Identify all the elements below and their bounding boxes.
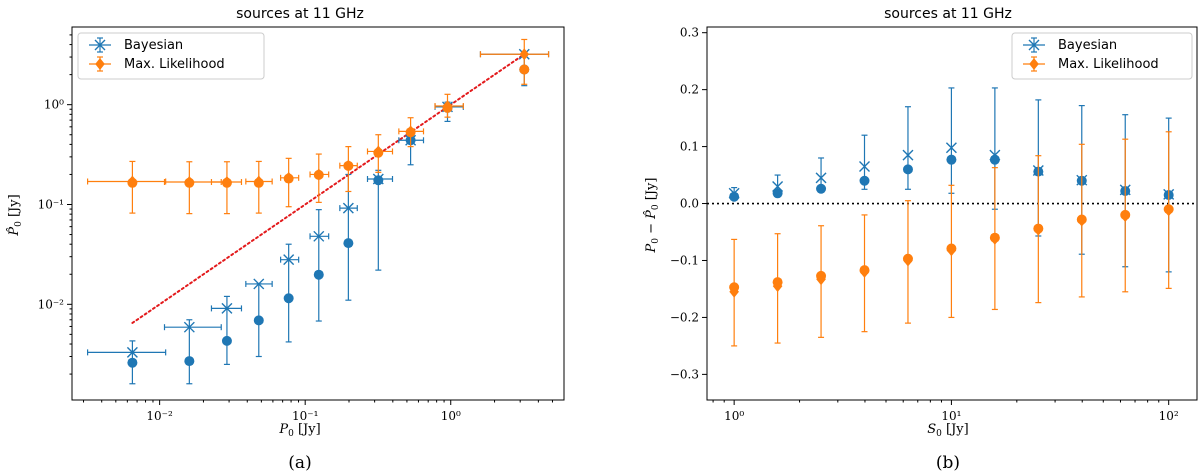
panel-a-bayesian-median-point <box>313 269 324 280</box>
panel-b-axes-frame <box>706 26 1198 401</box>
legend-a-ml-marker <box>89 56 111 72</box>
legend-b-ml-label: Max. Likelihood <box>1058 57 1159 72</box>
panel-a-bayesian-median-point <box>184 356 195 367</box>
panel-b-y-tick-label: 0.3 <box>680 26 699 40</box>
panel-a-max-likelihood-point <box>519 48 530 61</box>
legend-a-bayesian-marker <box>89 37 111 53</box>
panel-b-max-likelihood-median-point <box>1163 204 1174 215</box>
panel-b-bayesian-median-point <box>772 188 783 199</box>
panel-a-bayesian-median-point <box>253 315 264 326</box>
panel-b-max-likelihood-median-point <box>729 282 740 293</box>
panel-b-bayesian-median-point <box>729 191 740 202</box>
panel-a-legend: Bayesian Max. Likelihood <box>77 32 265 80</box>
legend-a-bayesian-label: Bayesian <box>124 38 183 53</box>
legend-b-ml-marker <box>1023 56 1045 72</box>
panel-b-max-likelihood-median-point <box>1076 214 1087 225</box>
panel-b-plot: 10⁰ 10¹ 10² −0.3 −0.2 −0.1 0.0 0.1 0.2 0.3 <box>670 26 1198 423</box>
panel-a-x-tick-label: 10⁻² <box>146 409 173 423</box>
panel-b-max-likelihood-median-point <box>859 265 870 276</box>
panel-b-legend-frame <box>1011 32 1193 80</box>
panel-b-bayesian-median-point <box>902 164 913 175</box>
panel-a-y-tick-label: 10⁻¹ <box>38 197 64 211</box>
panel-a-bayesian-median-point <box>373 175 384 186</box>
panel-a-bayesian-median-point <box>221 335 232 346</box>
panel-a-bayesian-median-point <box>283 293 294 304</box>
panel-a-axes-frame <box>71 26 565 401</box>
panel-b-x-tick-label: 10⁰ <box>724 409 744 423</box>
panel-b-y-tick-label: 0.0 <box>680 197 699 211</box>
legend-diamond-marker <box>1029 58 1039 70</box>
panel-a-series-bayesian-median <box>127 54 530 385</box>
panel-a-title: sources at 11 GHz <box>236 6 364 22</box>
panel-a-max-likelihood-median-point <box>442 102 453 113</box>
legend-diamond-marker <box>95 58 105 70</box>
panel-a-bayesian-median-point <box>343 238 354 249</box>
panel-a-plot: 10⁻² 10⁻¹ 10⁰ 10⁻² 10⁻¹ 10⁰ <box>38 26 565 423</box>
panel-b-y-tick-label: 0.2 <box>680 83 699 97</box>
identity-reference-line <box>131 53 526 324</box>
panel-b-bayesian-median-point <box>816 183 827 194</box>
panel-b-bayesian-median-point <box>946 154 957 165</box>
legend-a-ml-label: Max. Likelihood <box>124 57 225 72</box>
panel-b-title: sources at 11 GHz <box>884 6 1012 22</box>
panel-a-max-likelihood-median-point <box>519 64 530 75</box>
panel-a-max-likelihood-median-point <box>253 177 264 188</box>
panel-b-bayesian-point <box>902 149 914 161</box>
panel-b-max-likelihood-median-point <box>946 243 957 254</box>
panel-b-x-tick-label: 10² <box>1159 409 1179 423</box>
panel-a-caption: (a) <box>288 453 311 473</box>
panel-a-max-likelihood-median-point <box>221 177 232 188</box>
panel-b-max-likelihood-median-point <box>1120 209 1131 220</box>
panel-b-max-likelihood-median-point <box>772 277 783 288</box>
panel-b-y-tick-label: 0.1 <box>680 140 699 154</box>
panel-a-y-tick-label: 10⁰ <box>44 98 64 112</box>
panel-b-caption: (b) <box>936 453 960 473</box>
panel-b-bayesian-point <box>859 161 870 173</box>
panel-b-max-likelihood-median-point <box>902 253 913 264</box>
panel-b-series-max-likelihood-median <box>729 204 1174 293</box>
panel-b-bayesian-point <box>815 172 827 184</box>
panel-a-max-likelihood-median-point <box>373 147 384 158</box>
panel-b-max-likelihood-median-point <box>989 232 1000 243</box>
panel-a-max-likelihood-median-point <box>343 160 354 171</box>
panel-a-max-likelihood-median-point <box>405 127 416 138</box>
panel-a-y-tick-label: 10⁻² <box>38 297 65 311</box>
panel-a-max-likelihood-median-point <box>283 173 294 184</box>
panel-b-x-tick-label: 10¹ <box>941 409 961 423</box>
panel-a-x-axis-label: P0 [Jy] <box>278 422 320 439</box>
panel-a-series-max-likelihood-median <box>127 64 530 188</box>
panel-b-x-axis-label: S0 [Jy] <box>927 422 968 439</box>
panel-b-bayesian-median-point <box>989 154 1000 165</box>
panel-b-bayesian-median-point <box>859 175 870 186</box>
legend-b-bayesian-label: Bayesian <box>1058 38 1117 53</box>
panel-b-bayesian-point <box>945 142 957 154</box>
panel-b-max-likelihood-median-point <box>816 270 827 281</box>
panel-a-y-axis-label: P̂0 [Jy] <box>6 194 24 236</box>
panel-a-x-tick-label: 10⁰ <box>441 409 461 423</box>
panel-b-y-tick-label: −0.1 <box>670 253 699 267</box>
panel-a-max-likelihood-median-point <box>184 177 195 188</box>
panel-a-series-bayesian <box>87 48 550 358</box>
panel-b-y-tick-label: −0.2 <box>670 310 699 324</box>
panel-b-y-axis-label: P0 − P̂0 [Jy] <box>643 178 661 254</box>
panel-b-y-tick-label: −0.3 <box>670 367 699 381</box>
panel-b-max-likelihood-median-point <box>1033 223 1044 234</box>
panel-a-x-tick-label: 10⁻¹ <box>292 409 318 423</box>
panel-a-max-likelihood-median-point <box>313 169 324 180</box>
panel-a-legend-frame <box>77 32 265 80</box>
legend-b-bayesian-marker <box>1023 37 1045 53</box>
panel-a-max-likelihood-median-point <box>127 177 138 188</box>
panel-b-legend: Bayesian Max. Likelihood <box>1011 32 1193 80</box>
panel-a-bayesian-median-point <box>127 357 138 368</box>
legend-x-marker <box>1028 39 1040 51</box>
legend-x-marker <box>94 39 106 51</box>
